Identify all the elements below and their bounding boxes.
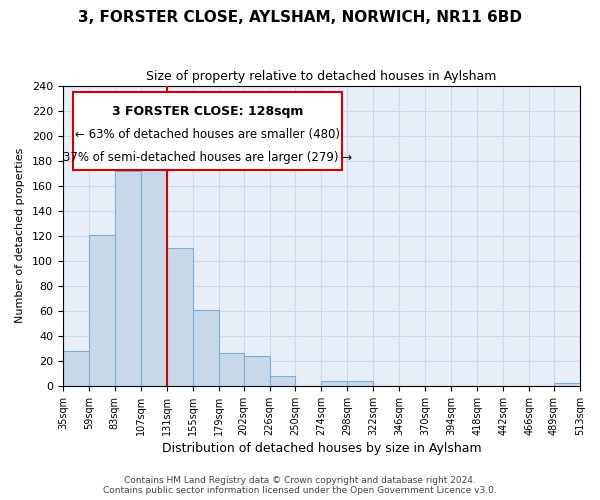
Bar [347,381,373,386]
Bar [322,381,347,386]
Bar [63,351,89,386]
Bar [141,138,167,386]
Text: 3 FORSTER CLOSE: 128sqm: 3 FORSTER CLOSE: 128sqm [112,104,304,118]
Title: Size of property relative to detached houses in Aylsham: Size of property relative to detached ho… [146,70,497,83]
Bar [269,376,295,386]
FancyBboxPatch shape [73,92,342,170]
Bar [554,384,580,386]
Text: ← 63% of detached houses are smaller (480): ← 63% of detached houses are smaller (48… [75,128,340,141]
Bar [167,248,193,386]
Text: Contains HM Land Registry data © Crown copyright and database right 2024.
Contai: Contains HM Land Registry data © Crown c… [103,476,497,495]
Text: 37% of semi-detached houses are larger (279) →: 37% of semi-detached houses are larger (… [63,152,352,164]
Bar [193,310,218,386]
Text: 3, FORSTER CLOSE, AYLSHAM, NORWICH, NR11 6BD: 3, FORSTER CLOSE, AYLSHAM, NORWICH, NR11… [78,10,522,25]
Bar [89,234,115,386]
Bar [218,354,244,386]
Y-axis label: Number of detached properties: Number of detached properties [15,148,25,324]
Bar [115,170,141,386]
X-axis label: Distribution of detached houses by size in Aylsham: Distribution of detached houses by size … [161,442,481,455]
Bar [244,356,269,386]
